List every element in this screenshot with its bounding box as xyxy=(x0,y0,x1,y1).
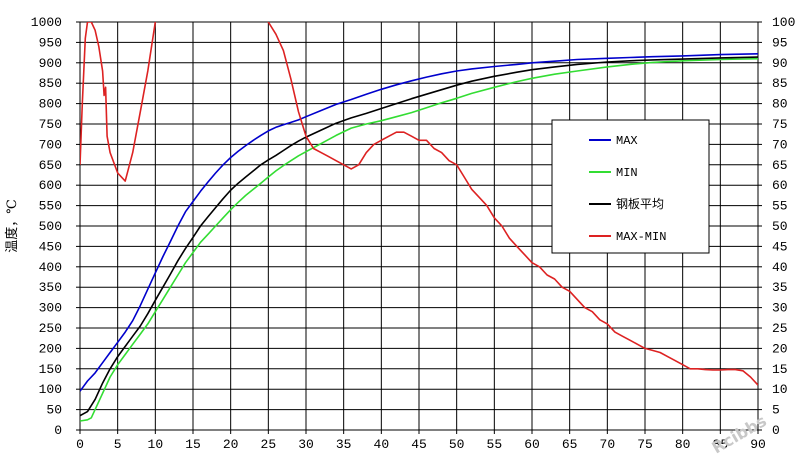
x-tick-label: 45 xyxy=(411,437,427,452)
y-right-tick-label: 15 xyxy=(772,362,788,377)
x-tick-label: 65 xyxy=(562,437,578,452)
y-right-tick-label: 5 xyxy=(772,403,780,418)
y-right-tick-label: 10 xyxy=(772,382,788,397)
y-left-tick-label: 650 xyxy=(39,158,62,173)
x-tick-label: 40 xyxy=(374,437,390,452)
x-tick-label: 25 xyxy=(261,437,277,452)
y-right-tick-label: 85 xyxy=(772,76,788,91)
legend-box xyxy=(551,119,710,254)
y-left-tick-label: 150 xyxy=(39,362,62,377)
x-tick-label: 75 xyxy=(637,437,653,452)
y-right-tick-label: 45 xyxy=(772,239,788,254)
y-left-tick-label: 300 xyxy=(39,301,62,316)
x-axis-ticks: 0 5 10 15 20 25 30 35 40 45 50 55 60 65 70 75 80 85 90 xyxy=(76,430,766,452)
grid xyxy=(80,22,758,430)
y-right-tick-label: 25 xyxy=(772,321,788,336)
legend-label-max-min: MAX-MIN xyxy=(616,230,666,244)
x-tick-label: 50 xyxy=(449,437,465,452)
legend-label-max: MAX xyxy=(616,134,638,148)
y-axis-right-ticks: 0 5 10 15 20 25 30 35 40 45 50 55 60 65 70 75 80 85 90 95 10… xyxy=(758,15,795,438)
legend-label-min: MIN xyxy=(616,166,638,180)
y-left-tick-label: 800 xyxy=(39,97,62,112)
series-line-max xyxy=(80,53,758,392)
y-right-tick-label: 20 xyxy=(772,341,788,356)
x-tick-label: 20 xyxy=(223,437,239,452)
y-left-tick-label: 750 xyxy=(39,117,62,132)
y-left-tick-label: 350 xyxy=(39,280,62,295)
y-right-tick-label: 35 xyxy=(772,280,788,295)
x-tick-label: 35 xyxy=(336,437,352,452)
series-line-max-min xyxy=(80,22,758,386)
y-right-tick-label: 50 xyxy=(772,219,788,234)
x-tick-label: 70 xyxy=(600,437,616,452)
y-left-tick-label: 450 xyxy=(39,239,62,254)
legend: MAX MIN 钢板平均 MAX-MIN xyxy=(551,119,710,254)
x-tick-label: 80 xyxy=(675,437,691,452)
y-left-tick-label: 900 xyxy=(39,56,62,71)
x-tick-label: 5 xyxy=(114,437,122,452)
y-left-tick-label: 600 xyxy=(39,178,62,193)
y-right-tick-label: 70 xyxy=(772,137,788,152)
y-right-tick-label: 65 xyxy=(772,158,788,173)
y-left-tick-label: 50 xyxy=(46,403,62,418)
y-right-tick-label: 80 xyxy=(772,97,788,112)
y-right-tick-label: 30 xyxy=(772,301,788,316)
y-right-tick-label: 100 xyxy=(772,15,795,30)
y-left-tick-label: 950 xyxy=(39,35,62,50)
y-right-tick-label: 60 xyxy=(772,178,788,193)
x-tick-label: 10 xyxy=(148,437,164,452)
y-right-tick-label: 90 xyxy=(772,56,788,71)
y-left-tick-label: 550 xyxy=(39,199,62,214)
y-right-tick-label: 0 xyxy=(772,423,780,438)
y-right-tick-label: 75 xyxy=(772,117,788,132)
y-right-tick-label: 40 xyxy=(772,260,788,275)
y-left-tick-label: 700 xyxy=(39,137,62,152)
x-tick-label: 30 xyxy=(298,437,314,452)
y-left-tick-label: 500 xyxy=(39,219,62,234)
y-left-tick-label: 850 xyxy=(39,76,62,91)
series-lines xyxy=(80,22,758,422)
y-right-tick-label: 95 xyxy=(772,35,788,50)
x-tick-label: 60 xyxy=(524,437,540,452)
x-tick-label: 85 xyxy=(713,437,729,452)
x-tick-label: 90 xyxy=(750,437,766,452)
series-line-min xyxy=(80,57,758,422)
y-left-tick-label: 1000 xyxy=(31,15,62,30)
x-tick-label: 15 xyxy=(185,437,201,452)
legend-label-plate-average: 钢板平均 xyxy=(616,197,664,212)
y-left-tick-label: 250 xyxy=(39,321,62,336)
x-tick-label: 0 xyxy=(76,437,84,452)
y-left-tick-label: 0 xyxy=(54,423,62,438)
series-line-plate-average xyxy=(80,56,758,417)
y-right-tick-label: 55 xyxy=(772,199,788,214)
y-left-tick-label: 200 xyxy=(39,341,62,356)
y-left-tick-label: 100 xyxy=(39,382,62,397)
x-tick-label: 55 xyxy=(487,437,503,452)
y-axis-left-label: 温度，℃ xyxy=(4,199,20,253)
y-left-tick-label: 400 xyxy=(39,260,62,275)
y-axis-left-ticks: 0 50 100 150 200 250 300 350 400 450 500 550 600 650 7… xyxy=(31,15,80,438)
